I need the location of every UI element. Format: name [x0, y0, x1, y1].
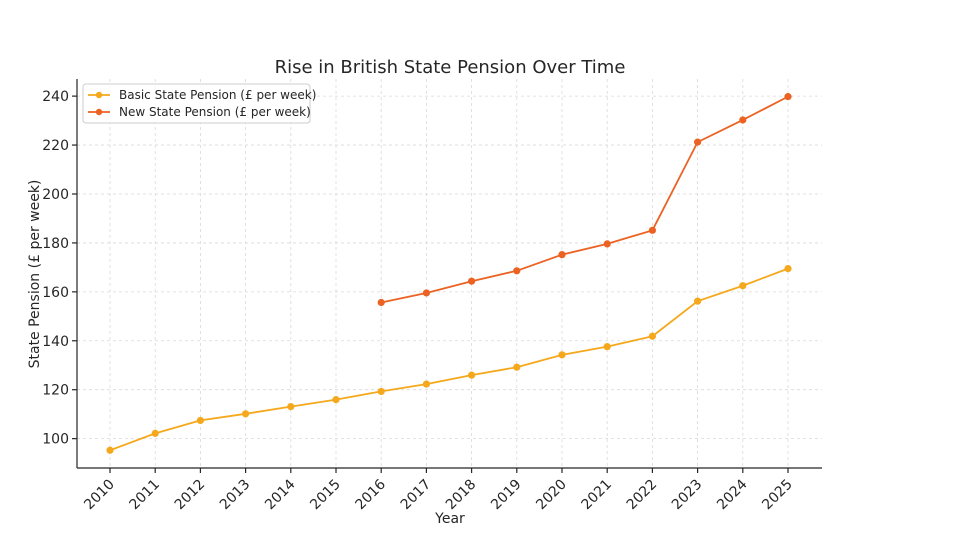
x-tick-label: 2021 [579, 477, 616, 514]
data-point [468, 371, 476, 379]
series-layer [106, 93, 792, 454]
x-axis-label: Year [434, 511, 465, 527]
x-tick-label: 2013 [217, 477, 254, 514]
legend-label: New State Pension (£ per week) [119, 105, 311, 119]
x-tick-label: 2016 [353, 476, 390, 513]
grid [77, 79, 822, 468]
y-tick-label: 140 [42, 334, 69, 350]
series-line-2 [381, 95, 789, 304]
legend: Basic State Pension (£ per week) New Stat… [82, 83, 316, 124]
x-tick-label: 2017 [398, 477, 435, 514]
y-tick-label: 240 [42, 89, 69, 105]
data-point [648, 226, 657, 234]
x-tick-label: 2022 [624, 477, 661, 514]
y-tick-label: 160 [42, 285, 69, 301]
data-point [468, 277, 476, 285]
x-tick-label: 2018 [443, 477, 480, 514]
y-tick-label: 180 [42, 236, 69, 252]
y-tick-label: 200 [42, 187, 69, 203]
data-point [739, 282, 747, 290]
axes [72, 79, 822, 473]
data-point [377, 298, 385, 307]
series-line-1 [109, 267, 789, 452]
chart-title: Rise in British State Pension Over Time [275, 57, 626, 78]
data-point [287, 402, 295, 411]
data-point [648, 332, 657, 340]
data-point [242, 410, 250, 418]
data-point [513, 267, 521, 275]
legend-swatch-marker [95, 108, 103, 116]
legend-swatch-marker [95, 91, 103, 99]
x-tick-label: 2011 [127, 477, 164, 514]
x-tick-label: 2024 [714, 476, 751, 513]
data-point [196, 416, 204, 425]
data-point [513, 363, 521, 371]
data-point [558, 351, 566, 359]
x-tick-label: 2014 [262, 476, 299, 513]
y-axis-label: State Pension (£ per week) [27, 180, 43, 369]
data-point [784, 265, 792, 273]
legend-box [82, 83, 311, 124]
data-point [422, 289, 430, 297]
data-point [422, 380, 430, 388]
data-point [784, 93, 792, 101]
data-point [377, 387, 385, 396]
data-point [151, 429, 159, 437]
x-tick-label: 2012 [172, 477, 209, 514]
x-tick-label: 2010 [81, 477, 118, 514]
data-point [558, 251, 566, 259]
y-tick-label: 220 [42, 138, 69, 154]
x-tick-label: 2025 [759, 477, 796, 514]
data-point [694, 138, 702, 146]
y-tick-label: 120 [42, 383, 69, 399]
data-point [106, 446, 114, 454]
data-point [603, 343, 611, 351]
data-point [603, 240, 611, 248]
x-tick-label: 2020 [533, 477, 570, 514]
x-tick-label: 2015 [307, 477, 344, 514]
y-tick-label: 100 [42, 432, 69, 448]
data-point [332, 396, 340, 404]
data-point [739, 116, 747, 124]
data-point [694, 297, 702, 305]
x-tick-label: 2019 [488, 477, 525, 514]
legend-label: Basic State Pension (£ per week) [119, 88, 316, 102]
x-tick-label: 2023 [669, 477, 706, 514]
